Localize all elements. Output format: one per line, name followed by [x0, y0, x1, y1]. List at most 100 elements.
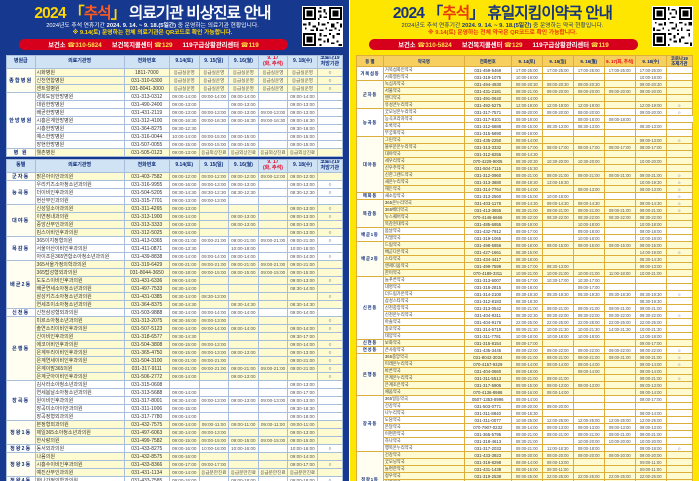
org-name: 솔연소리이비인후과의원 [34, 324, 125, 333]
org-name: 드림약국 [382, 241, 465, 249]
operating-hours: 08:30-22:00 [541, 213, 574, 221]
org-name: 보화약국 [382, 339, 465, 347]
covid-mark [665, 416, 694, 424]
subtitle-period: 2024. 9. 14. ~ 9. 18.(5일간) [461, 23, 532, 29]
operating-hours: 09:00-21:00 [198, 356, 230, 365]
column-header: 전화번호 [123, 159, 170, 173]
phone-number: 1811-7000 [123, 68, 170, 77]
org-name: 중앙산부인과의원 [34, 220, 125, 229]
operating-hours [257, 220, 289, 229]
phone-number: 031-312-8255 [463, 150, 512, 158]
operating-hours [572, 339, 605, 347]
covid-mark: ○ [316, 292, 344, 301]
table-row: 장곡동 365일등약국 0507-1353-8996 09:00-14:00 09:00… [356, 395, 694, 452]
table-row: 배곧한방병원 031-431-2119 09:00-13:00 09:00-13:00… [7, 108, 344, 117]
operating-hours: 09:00-18:00 [572, 115, 605, 123]
org-name: 한사랑의원 [34, 436, 125, 445]
table-row: 배곧2동 드림약국 031-498-5956 09:00-18:00 09:00-15:… [356, 241, 694, 277]
operating-hours: 09:00-11:00 [634, 465, 667, 473]
operating-hours: 09:00-20:00 [634, 451, 667, 459]
operating-hours: 09:00-14:00 [168, 324, 200, 333]
covid-mark [665, 437, 694, 445]
org-name: 동서외과의원 [34, 444, 125, 453]
phone-number: 031-315-5890 [463, 129, 512, 137]
table-row: 지엘약국 031-319-1065 09:00-16:00 10:00-18:00 10… [357, 234, 694, 242]
schedule-table: 동별 의료기관명 전화번호 9.14(토) 9. 15(일) 9. 16(월) 9. 17(… [6, 159, 344, 481]
table-row: 더이비인후과의원 031-504-5205 08:30-14:30 08:30-12:… [7, 188, 344, 197]
operating-hours: 10:30-17:00 [572, 276, 605, 284]
operating-hours: 09:00-13:00 [634, 262, 667, 270]
qr-code [302, 6, 343, 47]
operating-hours [541, 73, 574, 81]
operating-hours: 응급실운영 [287, 84, 318, 93]
operating-hours: 09:00-14:00 [287, 340, 318, 349]
section-label: 정왕3동 [6, 452, 36, 477]
phone-number: 031-317-5905 [463, 381, 512, 389]
covid-mark [316, 132, 344, 141]
operating-hours: 09:00-20:00 [510, 108, 543, 116]
operating-hours [228, 196, 259, 205]
phone-number: 031-507-5123 [123, 324, 170, 333]
operating-hours: 09:00-17:00 [634, 339, 667, 347]
operating-hours [228, 412, 259, 421]
table-row: 시흥은계한방병원 031-312-4100 09:00-16:30 09:00-16:… [7, 116, 344, 125]
phone-number: 031-432-7575 [123, 420, 170, 429]
operating-hours: 09:00-14:00 [168, 420, 200, 429]
covid-mark [316, 268, 344, 277]
covid-mark: ○ [665, 248, 694, 256]
operating-hours: 09:30-19:30 [541, 290, 574, 298]
org-name: 시화병원 [34, 68, 125, 77]
table-row: 삼성스타약국 031-312-8183 08:30-18:30 08:30-19:30 [357, 297, 694, 305]
covid-mark [665, 164, 694, 172]
operating-hours: 17:00-25:00 [541, 66, 574, 74]
phone-number: 070-4229-9005 [463, 157, 512, 165]
operating-hours: 09:00-14:00 [510, 94, 543, 102]
operating-hours: 09:00-21:00 [510, 430, 543, 438]
operating-hours [257, 100, 289, 109]
column-header: 의료기관명 [34, 159, 125, 173]
table-row: 능곡동 굿모닝온누리약국 031-317-7571 09:00-20:00 09:00-… [356, 108, 694, 137]
covid-mark: ○ [665, 108, 694, 116]
title-holiday: 추석 [83, 5, 112, 22]
org-name: 지엘약국 [382, 234, 465, 242]
operating-hours: 응급실운영 [287, 76, 318, 85]
phone-number: 031-507-0055 [123, 140, 170, 149]
operating-hours: 08:30-16:00 [168, 316, 200, 325]
org-name: 무궁화약국 [382, 129, 465, 137]
operating-hours: 08:00-17:00 [572, 143, 605, 151]
section-label: 대야동 [6, 204, 36, 237]
operating-hours: 09:00-14:00 [168, 92, 200, 101]
operating-hours: 09:30-18:30 [603, 290, 636, 298]
table-row: 굿모닝약국 031-319-8298 09:00-14:00 09:00-13:00 0… [357, 458, 694, 466]
phone-number: 031-404-9176 [463, 318, 512, 326]
operating-hours: 08:30-21:00 [510, 437, 543, 445]
phone-number: 031-318-4613 [463, 437, 512, 445]
table-row: 하나약국 031-318-4613 08:30-21:00 10:00-20:00 10… [357, 437, 694, 445]
table-row: 삼성키즈소아청소년과의원 031-431-0385 08:30-14:00 08:30… [7, 292, 344, 301]
covid-mark [316, 244, 344, 253]
org-name: 배곧다온약국 [382, 248, 465, 256]
covid-mark [665, 276, 694, 284]
operating-hours: 09:00-18:00 [572, 444, 605, 452]
table-row: 바른약국 031-404-0660 09:00-18:00 09:00-14:00 09… [357, 367, 694, 375]
operating-hours: 08:30-22:00 [603, 213, 636, 221]
operating-hours [572, 150, 605, 158]
hospital-table: 병원급 의료기관명 전화번호 9.14(토) 9. 15(일) 9. 16(월) 9. 17… [6, 55, 344, 157]
phone-number: 031-413-0365 [123, 236, 170, 245]
operating-hours: 09:00-13:00 [168, 148, 200, 157]
operating-hours: 22:00-25:00 [634, 472, 667, 480]
operating-hours: 09:00-15:00 [228, 132, 259, 141]
operating-hours: 10:30-20:00 [572, 157, 605, 165]
org-name: 목감현대약국 [382, 220, 465, 228]
operating-hours: 09:00-15:00 [228, 268, 259, 277]
table-row: 거북섬동 거북섬화인약국 031-459-5469 17:00-25:00 17:00-… [356, 66, 694, 81]
covid-mark: ○ [316, 188, 344, 197]
org-name: 미래온누리약국 [382, 360, 465, 368]
operating-hours [257, 412, 289, 421]
operating-hours: 09:00-13:00 [228, 180, 259, 189]
operating-hours: 09:00-11:00 [228, 420, 259, 429]
operating-hours: 09:00-15:00 [572, 241, 605, 249]
qr-notice: ※ 9.14(토) 운영하는 전체 의료기관은 QR코드로 확인 가능합니다. [72, 30, 233, 36]
operating-hours [257, 452, 289, 461]
header-row: 동 별 약국명 전화번호 9. 14(토) 9. 15(일) 9. 16(월) 9. 17(… [356, 55, 694, 67]
